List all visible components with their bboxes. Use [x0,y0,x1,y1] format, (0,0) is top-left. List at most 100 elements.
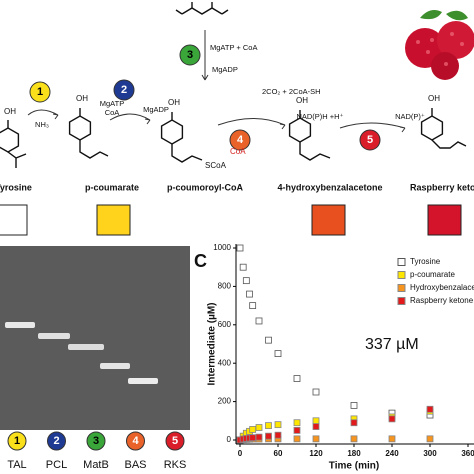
step-number: 1 [37,86,43,98]
side-chain [171,144,203,163]
data-point [312,435,320,443]
lane-number: 1 [14,435,20,447]
y-axis-label: Intermediate (µM) [207,303,218,386]
data-point [312,423,320,430]
legend-marker [397,258,406,266]
annotation: 337 µM [365,336,419,353]
cofactor: MgATP + CoA [210,43,257,52]
x-tick-label: 360 [461,449,474,458]
cofactor: MgADP [143,105,169,114]
data-point [312,388,320,396]
data-point [265,422,272,430]
lane-circle [7,431,27,451]
data-point [236,244,244,252]
lane-label: TAL [7,459,26,471]
step-number: 4 [237,134,244,146]
step-circle [179,44,201,66]
step-circle [113,79,135,101]
step-circle [229,129,251,151]
color-key [427,204,462,236]
side-chain [7,151,27,168]
data-point [265,432,272,440]
x-tick-label: 120 [309,449,323,458]
lane-label: RKS [164,459,187,471]
data-point [312,417,320,425]
panel-label: C [194,251,207,271]
lane-number: 3 [93,435,99,447]
x-axis-label: Time (min) [329,461,379,472]
lane-number: 5 [172,435,178,447]
x-tick-label: 240 [385,449,399,458]
data-point [265,336,272,344]
step-number: 5 [367,134,373,146]
step-circle [29,81,51,103]
compound-name: Raspberry ketone [410,182,474,192]
data-point [274,350,282,358]
lane-circle [47,431,66,451]
y-tick-label: 600 [218,320,232,329]
atom-label: SCoA [205,161,227,170]
data-point [426,435,434,443]
data-point [426,405,434,413]
pathway-arrows [27,109,406,133]
data-point [255,433,263,441]
data-point [249,426,257,433]
x-tick-label: 0 [238,449,243,458]
data-point [239,263,247,271]
data-point [388,415,396,423]
data-point [350,402,358,409]
data-point [388,435,396,443]
data-point [246,290,253,298]
legend-label: Raspberry ketone [410,296,474,305]
data-point [274,431,282,439]
legend-marker [397,284,406,292]
lane-circle [86,431,106,451]
lane-circle [165,431,185,451]
data-point [255,317,263,325]
data-point [255,424,263,431]
side-chain [431,139,467,149]
color-key [311,204,346,236]
y-tick-label: 1000 [213,243,231,252]
step-circle [359,129,381,151]
data-point [293,426,301,434]
atom-label: OH [4,107,16,116]
step-3-arrow [201,30,209,81]
compound-name: 4-hydroxybenzalacetone [277,182,382,192]
legend-label: Hydroxybenzalacetone [410,283,474,292]
compound-name: p-coumarate [85,182,139,192]
atom-label: OH [428,94,440,103]
legend-label: Tyrosine [410,257,441,266]
ring [288,117,312,143]
compound-name: Tyrosine [0,182,32,192]
lane-label: BAS [124,459,146,471]
cofactor: NAD(P)H +H⁺ [296,112,343,121]
lane-circle [126,431,145,451]
y-tick-label: 0 [227,435,232,444]
step-number: 3 [187,49,193,61]
data-point [249,302,257,310]
cofactor: NH₃ [35,120,49,129]
atom-label: OH [168,98,180,107]
compound-name: p-coumoroyl-CoA [167,182,243,192]
step-number: 2 [121,84,127,96]
x-tick-label: 180 [347,449,361,458]
lane-label: PCL [46,459,67,471]
color-key [96,204,131,236]
data-point [242,277,250,285]
data-point [350,419,358,427]
cofactor: NAD(P)⁺ [395,112,425,121]
atom-label: CoA [230,147,246,156]
ring [160,119,184,145]
raspberry-picture [405,10,474,80]
gel-lane-keys: 1 TAL 2 PCL 3 MatB 4 BAS 5 RKS [7,431,187,471]
legend-marker [397,271,406,279]
data-point [293,375,301,382]
side-chain [79,140,109,159]
x-tick-label: 300 [423,449,437,458]
x-tick-label: 60 [274,449,283,458]
y-tick-label: 800 [218,282,232,291]
